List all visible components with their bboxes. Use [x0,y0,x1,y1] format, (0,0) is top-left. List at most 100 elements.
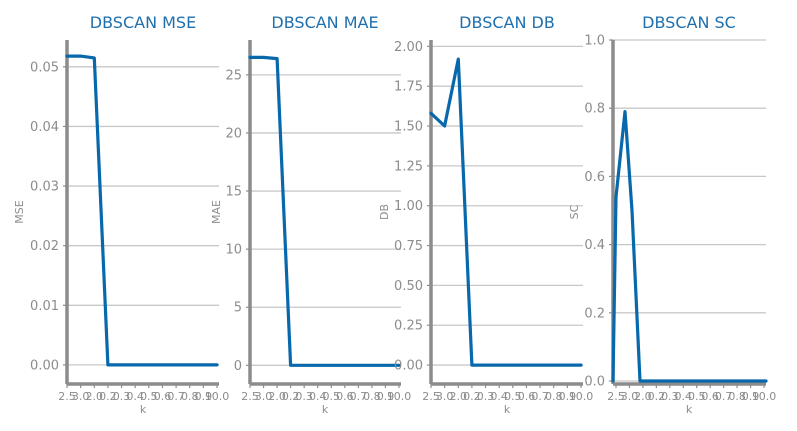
mae-data-point [249,56,252,59]
sc-data-point [631,209,634,212]
sc-y-tick-label: 0.2 [584,306,605,321]
mse-series-line [65,54,219,367]
db-x-tick-label: 0.4 [490,390,508,403]
mse-data-point [161,363,164,366]
mse-data-point [216,363,219,366]
mae-y-tick-label: 20 [225,126,242,141]
db-data-point [430,112,433,115]
mae-data-point [343,364,346,367]
db-x-tick-label: 0.3 [477,390,495,403]
sc-x-tick-label: 2.5 [607,390,625,403]
db-y-tick-label: 0.25 [394,319,423,334]
mse-x-tick-label: 0.6 [154,390,172,403]
mae-x-axis-label: k [322,403,329,416]
mse-x-tick-label: 0.7 [167,390,185,403]
db-data-point [470,364,473,367]
mae-x-tick-label: 0.4 [309,390,327,403]
mae-data-point [276,57,279,60]
mse-data-point [93,56,96,59]
sc-x-tick-label: 10.0 [752,390,777,403]
sc-x-tick-label: 0.6 [701,390,719,403]
db-x-tick-label: 10.0 [569,390,594,403]
db-y-tick-label: 1.50 [394,120,423,135]
db-y-tick-label: 0.75 [394,239,423,254]
mae-series-line [248,55,401,367]
sc-x-tick-label: 0.2 [648,390,666,403]
db-series-line [429,57,583,367]
sc-data-point [765,380,768,383]
mae-y-tick-label: 25 [225,68,242,83]
sc-x-tick-label: 0.4 [675,390,693,403]
mse-x-tick-label: 10.0 [205,390,230,403]
mae-x-tick-label: 0.2 [282,390,300,403]
db-data-point [443,125,446,128]
mae-y-tick-label: 0 [234,359,242,374]
mae-data-point [384,364,387,367]
db-y-tick-label: 2.00 [394,40,423,55]
mse-data-point [188,363,191,366]
mae-data-point [370,364,373,367]
db-data-point [566,364,569,367]
sc-y-tick-label: 1.0 [584,34,605,49]
db-y-tick-label: 1.00 [394,199,423,214]
db-y-tick-label: 1.25 [394,159,423,174]
mae-data-point [262,56,265,59]
mse-y-tick-label: 0.01 [30,299,59,314]
mae-x-tick-label: 0.8 [363,390,381,403]
mse-data-point [134,363,137,366]
db-y-axis-label: DB [378,204,391,220]
sc-data-point [711,380,714,383]
db-x-tick-label: 2.5 [422,390,440,403]
mae-x-tick-label: 10.0 [387,390,412,403]
db-x-tick-label: 0.6 [518,390,536,403]
sc-y-tick-label: 0.0 [584,375,605,390]
mse-x-tick-label: 2.5 [58,390,76,403]
mse-x-tick-label: 0.9 [195,390,213,403]
mse-panel: DBSCAN MSE k MSE 0.00 0.01 0.02 0.03 0.04 0.0… [13,13,229,416]
sc-x-tick-label: 0.5 [688,390,706,403]
db-x-tick-label: 2.0 [450,390,468,403]
sc-x-tick-label: 0.8 [728,390,746,403]
sc-y-axis-label: SC [568,204,581,219]
sc-data-point [663,380,666,383]
sc-x-tick-label: 2.0 [634,390,652,403]
sc-series-line [611,110,768,383]
sc-x-axis-label: k [686,403,693,416]
sc-y-tick-label: 0.4 [584,238,605,253]
mae-data-point [316,364,319,367]
sc-x-tick-label: 0.7 [715,390,733,403]
sc-chart-title: DBSCAN SC [642,13,736,32]
mae-x-tick-label: 0.3 [295,390,313,403]
db-data-point [552,364,555,367]
db-y-tick-label: 0.50 [394,279,423,294]
mae-x-tick-label: 2.0 [268,390,286,403]
mse-x-tick-label: 0.5 [140,390,158,403]
mae-chart-title: DBSCAN MAE [271,13,378,32]
mae-y-axis-label: MAE [210,200,223,224]
db-x-tick-label: 0.5 [504,390,522,403]
mse-chart-title: DBSCAN MSE [90,13,196,32]
db-data-point [457,58,460,61]
mse-y-tick-label: 0.04 [30,120,59,135]
mae-y-tick-label: 10 [225,243,242,258]
mae-x-tick-label: 0.7 [350,390,368,403]
mse-x-tick-label: 3.0 [72,390,90,403]
db-chart-title: DBSCAN DB [459,13,555,32]
mae-x-tick-label: 0.9 [377,390,395,403]
sc-data-point [612,380,615,383]
db-x-axis-label: k [504,403,511,416]
mse-y-tick-label: 0.05 [30,60,59,75]
db-data-point [525,364,528,367]
mse-x-axis-label: k [140,403,147,416]
sc-data-point [723,380,726,383]
mse-y-tick-label: 0.00 [30,358,59,373]
sc-data-point [675,380,678,383]
db-x-tick-label: 0.2 [463,390,481,403]
mae-y-tick-label: 15 [225,185,242,200]
mae-panel: DBSCAN MAE k MAE 05101520252.53.02.00.20… [210,13,411,416]
sc-panel: DBSCAN SC k SC 0.0 0.2 0.4 0.6 0.8 1.0 2.53.02… [568,13,776,416]
mse-data-point [147,363,150,366]
mae-data-point [330,364,333,367]
mse-y-tick-label: 0.02 [30,239,59,254]
